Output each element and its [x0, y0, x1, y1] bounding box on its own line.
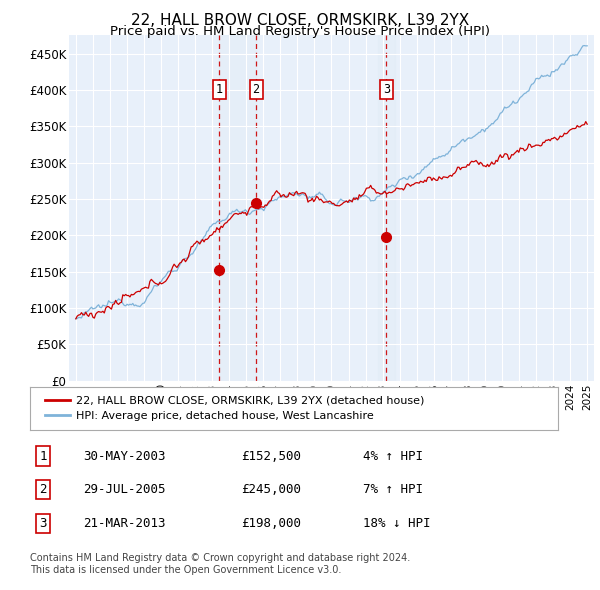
Text: £198,000: £198,000	[241, 517, 301, 530]
Text: 1: 1	[216, 83, 223, 96]
Text: 3: 3	[40, 517, 47, 530]
Text: £245,000: £245,000	[241, 483, 301, 496]
Bar	[220, 35, 256, 381]
Bar	[378, 35, 395, 381]
Text: 2: 2	[253, 83, 260, 96]
Text: 7% ↑ HPI: 7% ↑ HPI	[362, 483, 422, 496]
Text: 1: 1	[40, 450, 47, 463]
Text: 3: 3	[383, 83, 390, 96]
Text: 22, HALL BROW CLOSE, ORMSKIRK, L39 2YX: 22, HALL BROW CLOSE, ORMSKIRK, L39 2YX	[131, 13, 469, 28]
Text: Contains HM Land Registry data © Crown copyright and database right 2024.
This d: Contains HM Land Registry data © Crown c…	[30, 553, 410, 575]
Text: £152,500: £152,500	[241, 450, 301, 463]
Text: 2: 2	[40, 483, 47, 496]
Text: Price paid vs. HM Land Registry's House Price Index (HPI): Price paid vs. HM Land Registry's House …	[110, 25, 490, 38]
Legend: 22, HALL BROW CLOSE, ORMSKIRK, L39 2YX (detached house), HPI: Average price, det: 22, HALL BROW CLOSE, ORMSKIRK, L39 2YX (…	[41, 391, 429, 425]
Text: 21-MAR-2013: 21-MAR-2013	[83, 517, 166, 530]
Text: 4% ↑ HPI: 4% ↑ HPI	[362, 450, 422, 463]
Text: 29-JUL-2005: 29-JUL-2005	[83, 483, 166, 496]
Text: 30-MAY-2003: 30-MAY-2003	[83, 450, 166, 463]
Text: 18% ↓ HPI: 18% ↓ HPI	[362, 517, 430, 530]
